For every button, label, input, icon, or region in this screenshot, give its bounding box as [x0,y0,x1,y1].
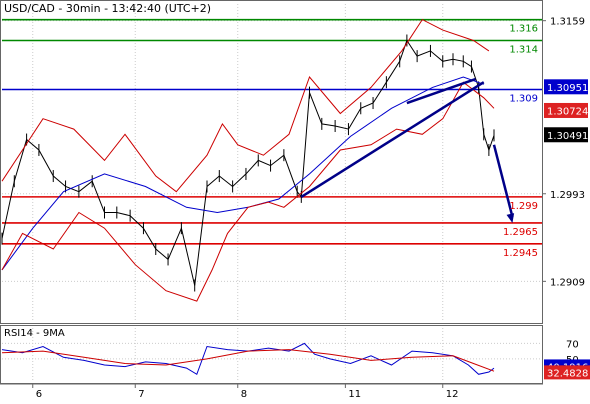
rsi-tag-label: 32.4828 [547,368,588,379]
price-axis-label: 1.2909 [550,277,585,288]
indicator-line [1,81,495,302]
level-label: 1.299 [509,201,538,212]
trend-lines [300,77,515,223]
price-tag-label: 1.30951 [547,83,588,94]
price-tag-box [544,79,588,95]
price-line [1,39,495,286]
time-axis: 6 7 8 11 12 [32,384,459,400]
rsi-line [1,349,495,372]
time-axis-label: 8 [241,389,247,400]
price-axis-label: 1.2993 [550,190,585,201]
grid-lines [2,4,542,382]
support-resistance-lines [2,18,542,245]
price-axis-label: 1.3159 [550,17,585,28]
rsi-tag-box [544,365,590,380]
time-axis-label: 7 [138,389,144,400]
rsi-series [1,342,495,376]
chart-title: USD/CAD - 30min - 13:42:40 (UTC+2) [4,2,211,15]
time-axis-label: 6 [36,389,42,400]
level-label: 1.2945 [503,248,538,259]
price-tag-label: 1.30491 [547,131,588,142]
level-labels: 1.316 1.314 1.309 1.299 1.2965 1.2945 [503,24,538,259]
trend-line [300,81,485,198]
time-axis-label: 11 [348,389,361,400]
level-label: 1.309 [509,93,538,104]
rsi-title: RSI14 - 9MA [4,328,65,339]
trend-line [406,77,476,105]
level-label: 1.314 [509,44,538,55]
level-label: 1.316 [509,24,538,35]
price-tag-label: 1.30724 [547,106,588,117]
level-label: 1.2965 [503,227,538,238]
price-panel-frame [0,0,543,324]
time-axis-label: 12 [446,389,459,400]
indicator-line [1,18,490,193]
rsi-line [1,342,495,376]
price-series [1,18,495,302]
price-tag-box [544,102,588,118]
forecast-arrow-head [506,213,515,223]
price-tag-box [544,127,588,143]
rsi-axis-label: 70 [566,339,579,350]
forecast-arrow-shaft [492,144,514,218]
